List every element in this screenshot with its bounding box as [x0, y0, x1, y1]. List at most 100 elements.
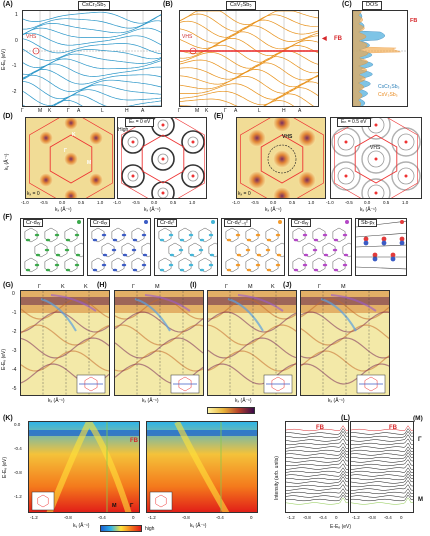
orbital-lobe — [236, 253, 242, 257]
orbital-lobe — [313, 238, 319, 242]
panel-k-map-2 — [146, 421, 258, 513]
orbital-lobe — [333, 268, 339, 272]
panel-f-letter: (F) — [3, 214, 12, 221]
orbital-lobe — [189, 253, 195, 257]
intensity-pocket — [248, 171, 266, 189]
k-ytick: -1.2 — [14, 494, 22, 499]
kagome-lattice — [158, 227, 217, 273]
e-kz-label: kₓ = 0 — [238, 191, 251, 197]
lattice-bond — [64, 257, 78, 273]
edc-curve — [351, 459, 413, 467]
edc-curve — [351, 449, 413, 456]
orbital-lobe — [303, 253, 309, 257]
lm-xtick: 0 — [400, 515, 403, 520]
kpoint-label: M — [155, 284, 160, 290]
band-line — [180, 13, 318, 32]
panel-d-letter: (D) — [3, 113, 13, 120]
flat-band-intensity — [208, 297, 296, 305]
panel-m-edc — [350, 421, 414, 513]
ytick: -4 — [12, 367, 17, 373]
orbital-color-dot — [400, 220, 404, 224]
panel-c-dos-plot — [352, 10, 408, 107]
band-line — [23, 14, 161, 30]
colorbar-gj — [207, 407, 255, 414]
lattice-bond — [275, 242, 284, 258]
orbital-lobe — [169, 253, 175, 257]
ytick: 0 — [12, 291, 15, 297]
lattice-bond — [121, 242, 135, 258]
xtick: 0.5 — [383, 200, 390, 205]
orbital-lobe — [302, 263, 308, 267]
lattice-bond — [302, 242, 316, 258]
orbital-lobe — [141, 263, 147, 267]
panel-b-title: CsV₃Sb₅ — [226, 1, 256, 10]
edc-curve — [351, 473, 413, 481]
edc-curve — [286, 452, 348, 460]
dispersion — [208, 324, 296, 346]
orbital-lobe — [246, 268, 252, 272]
orbital-color-dot — [77, 220, 81, 224]
dos-curves — [353, 11, 407, 106]
arpes-cut-i — [207, 290, 297, 396]
e-vhs-label: VHS — [282, 134, 293, 140]
l-xlabel: E-Eₑ (eV) — [330, 524, 352, 530]
orbital-lobe — [112, 238, 118, 242]
k-intensity-map-2 — [147, 422, 257, 512]
c-legend-v: CsV₃Sb₅ — [378, 92, 398, 98]
sb-atom-lobe — [390, 256, 396, 262]
zone-center — [404, 140, 408, 144]
intensity-pocket — [64, 152, 78, 166]
fermi-contour — [151, 181, 175, 198]
band-line — [23, 63, 161, 80]
edc-curve — [286, 425, 348, 432]
panel-l-edc — [285, 421, 349, 513]
xtick: 1.0 — [97, 200, 104, 205]
k-ytick: -0.4 — [14, 446, 22, 451]
orbital-lobe — [188, 263, 194, 267]
arpes-cut-j — [300, 290, 390, 396]
k-xtick: -0.8 — [64, 515, 72, 520]
orbital-lobe — [65, 268, 71, 272]
fermi-contour — [121, 164, 145, 188]
m-fb-label: FB — [389, 425, 397, 431]
kpoint-label: H — [125, 108, 129, 114]
band-line — [23, 74, 161, 92]
lattice-bond — [131, 227, 145, 243]
dispersion — [301, 350, 389, 372]
orbital-lobe — [235, 233, 241, 237]
orbital-lobe — [102, 253, 108, 257]
lattice-bond — [312, 257, 326, 273]
lattice-bond — [34, 242, 48, 258]
k-xtick: -1.2 — [148, 515, 156, 520]
d-ylabel: kᵧ (Å⁻¹) — [4, 153, 10, 170]
orbital-lobe — [64, 248, 70, 252]
b-vhs-label: VHS — [182, 34, 193, 40]
edc-curve — [286, 442, 348, 449]
arpes-xlabel: kₓ (Å⁻¹) — [328, 398, 345, 404]
orbital-lobe — [275, 233, 281, 237]
xtick: 1.0 — [189, 200, 196, 205]
orbital-lobe — [141, 233, 147, 237]
kpoint-label: Γ — [224, 108, 227, 114]
a-ytick-m2: -2 — [12, 89, 17, 95]
orbital-panel — [154, 218, 218, 276]
band-line — [180, 11, 318, 25]
edc-curve — [286, 479, 348, 488]
lattice-bond — [292, 257, 306, 273]
panel-e-cem-calc — [330, 117, 422, 199]
orbital-lobe — [208, 233, 214, 237]
l-fb-label: FB — [316, 425, 324, 431]
intensity-pocket — [273, 118, 291, 132]
orbital-lobe — [342, 263, 348, 267]
edc-curve — [351, 425, 413, 432]
lattice-bond — [24, 257, 38, 273]
arpes-cut-g — [20, 290, 110, 396]
orbital-lobe — [255, 263, 261, 267]
panel-b-band-plot — [179, 10, 319, 107]
flat-band-intensity — [21, 297, 109, 305]
edc-stack-m — [351, 425, 413, 505]
kpoint-label: M — [248, 284, 253, 290]
orbital-weight-overlay — [237, 294, 284, 312]
xtick: 0.5 — [78, 200, 85, 205]
band-line — [23, 81, 161, 100]
